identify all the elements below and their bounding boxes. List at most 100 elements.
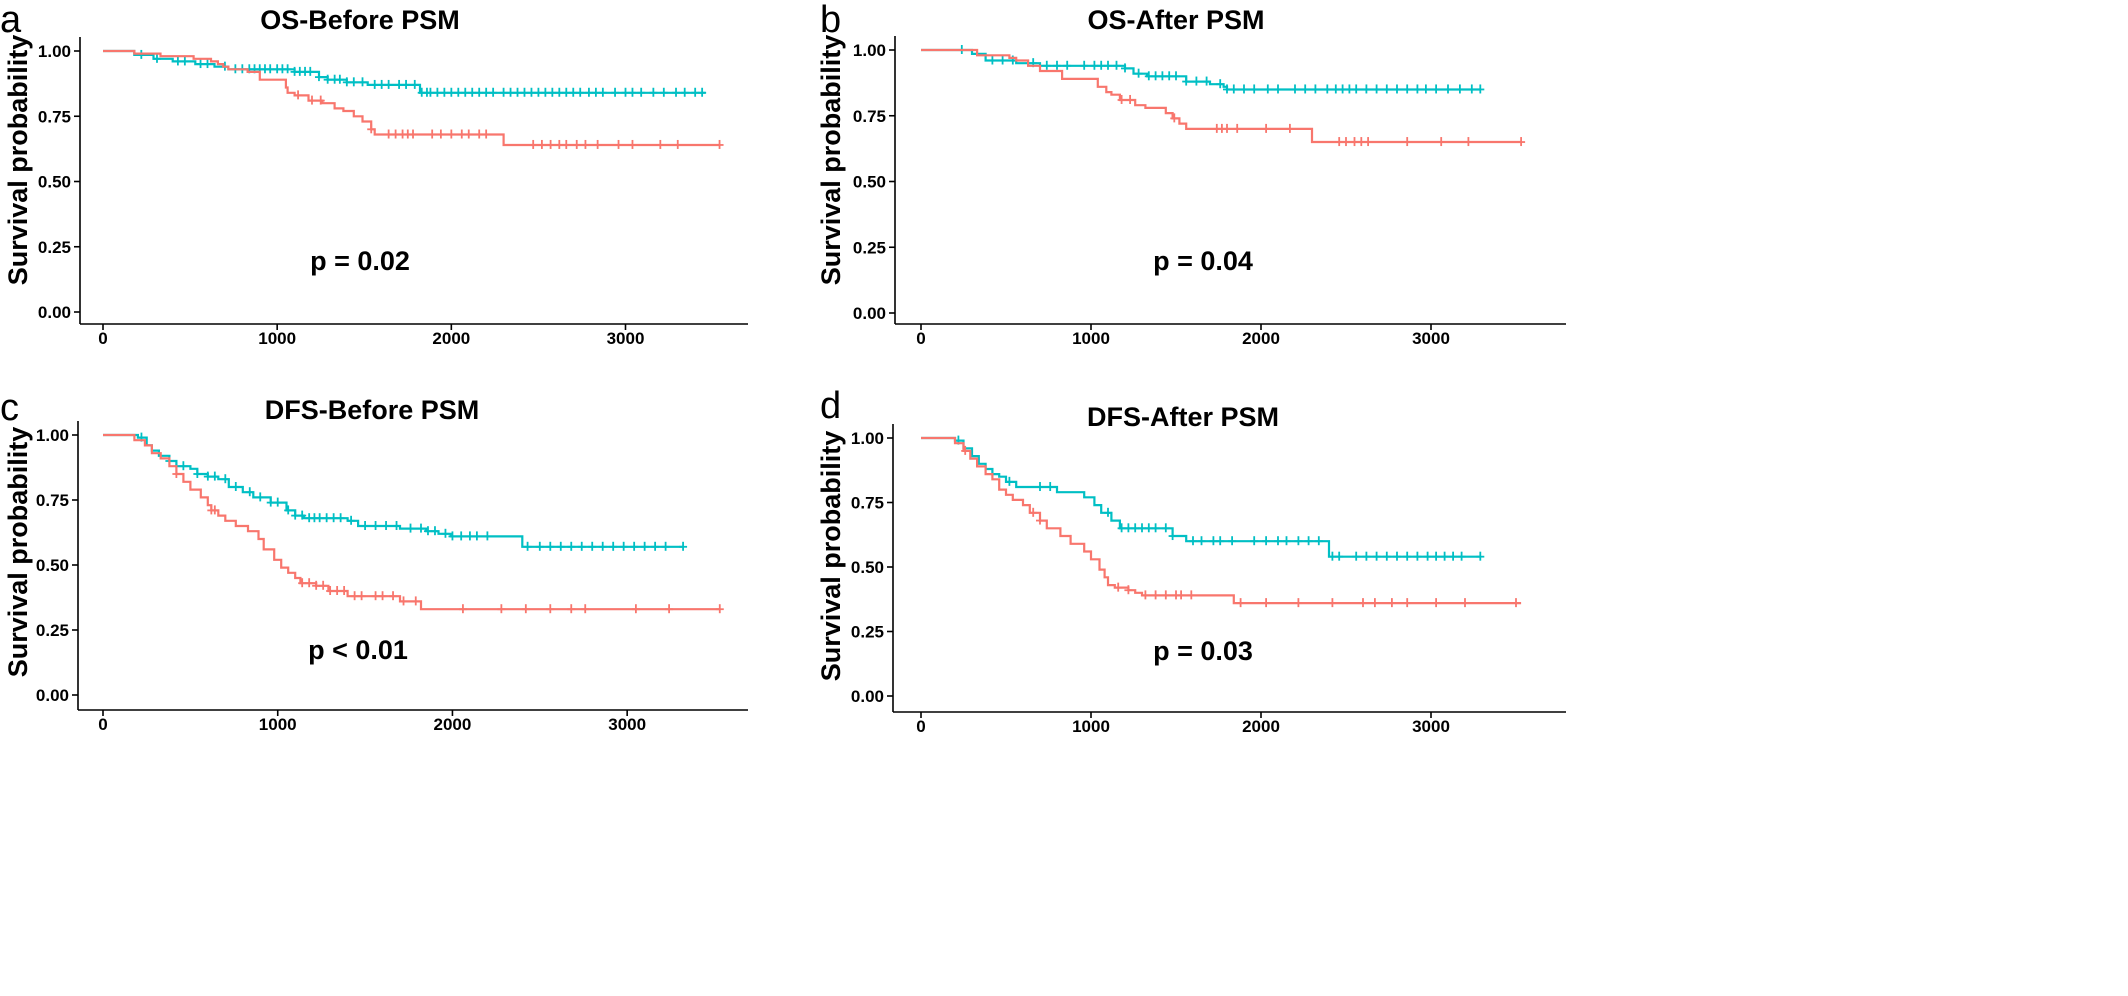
censor-mark (548, 87, 557, 97)
censor-mark (329, 513, 338, 523)
censor-mark (482, 129, 491, 139)
censor-mark (1131, 523, 1140, 533)
censor-mark (308, 95, 316, 105)
censor-mark (1328, 598, 1337, 608)
censor-mark (546, 541, 555, 551)
censor-mark (1455, 84, 1464, 94)
censor-mark (305, 578, 314, 588)
survival-curve (103, 433, 720, 611)
x-tick-label: 3000 (607, 329, 645, 348)
censor-mark (497, 604, 506, 614)
censor-mark (1053, 60, 1061, 70)
censor-mark (1080, 60, 1089, 70)
censor-mark (1457, 551, 1466, 561)
survival-curve (103, 49, 720, 147)
censor-mark (576, 87, 585, 97)
y-axis-label: Survival probability (816, 431, 846, 682)
censor-mark (389, 591, 398, 601)
censor-mark (314, 72, 323, 82)
y-tick-label: 0.00 (38, 303, 71, 322)
censor-mark (1403, 84, 1412, 94)
censor-mark (440, 87, 449, 97)
censor-mark (298, 578, 307, 588)
censor-mark (1141, 590, 1150, 600)
censor-mark (411, 596, 420, 606)
censor-mark (1432, 551, 1441, 561)
chart-title: DFS-Before PSM (265, 395, 480, 425)
censor-mark (1223, 123, 1231, 133)
censor-mark (659, 87, 668, 97)
censor-mark (1063, 60, 1072, 70)
censor-mark (371, 521, 380, 530)
censor-mark (1449, 551, 1458, 561)
censor-mark (581, 139, 590, 149)
censor-mark (1151, 590, 1160, 600)
censor-mark (1352, 84, 1361, 94)
censor-mark (637, 87, 646, 97)
censor-mark (410, 79, 419, 89)
y-tick-label: 0.75 (851, 494, 884, 513)
censor-mark (1228, 536, 1237, 546)
censor-mark (312, 580, 321, 590)
km-panel-b: b OS-After PSM Survival probability 0.00 0.2… (816, 0, 1566, 348)
km-series-1 (103, 432, 688, 551)
censor-mark (441, 528, 450, 538)
censor-mark (611, 87, 620, 97)
censor-mark (457, 129, 466, 139)
censor-mark (1161, 523, 1170, 533)
censor-mark (1187, 590, 1196, 600)
censor-mark (1467, 84, 1476, 94)
censor-mark (349, 77, 358, 87)
censor-mark (1114, 582, 1123, 592)
censor-mark (1170, 113, 1179, 123)
censor-mark (475, 87, 484, 97)
censor-mark (323, 74, 332, 84)
censor-mark (1124, 585, 1133, 595)
censor-mark (377, 79, 386, 89)
censor-mark (1403, 551, 1412, 561)
censor-mark (1229, 84, 1238, 94)
km-series-2 (921, 48, 1526, 147)
censor-mark (245, 487, 254, 497)
censor-mark (499, 87, 508, 97)
y-tick-label: 0.50 (36, 556, 69, 575)
censor-mark (1350, 137, 1359, 147)
censor-mark (715, 139, 724, 149)
survival-curve (921, 48, 1522, 144)
x-tick-label: 2000 (434, 715, 472, 734)
censor-mark (567, 541, 576, 551)
censor-mark (180, 56, 189, 66)
km-panel-a: a OS-Before PSM Survival probability 0.00 0.… (0, 0, 748, 348)
censor-mark (679, 541, 688, 551)
censor-mark (581, 604, 590, 614)
km-series-1 (921, 45, 1485, 94)
x-tick-label: 0 (916, 717, 925, 736)
censor-mark (1197, 536, 1206, 546)
censor-mark (715, 604, 724, 614)
censor-mark (1046, 482, 1055, 492)
censor-mark (1144, 523, 1153, 533)
censor-mark (367, 124, 376, 134)
panel-letter: a (0, 0, 22, 41)
censor-mark (423, 526, 432, 536)
censor-mark (203, 471, 212, 481)
censor-mark (319, 580, 328, 590)
censor-mark (529, 139, 538, 149)
censor-mark (1182, 76, 1191, 86)
censor-mark (1335, 137, 1344, 147)
censor-mark (1413, 84, 1422, 94)
censor-mark (1301, 84, 1310, 94)
censor-mark (1250, 84, 1259, 94)
censor-mark (448, 531, 457, 541)
censor-mark (350, 591, 359, 601)
censor-mark (1362, 551, 1371, 561)
censor-mark (283, 64, 292, 74)
x-tick-label: 1000 (1072, 717, 1110, 736)
censor-mark (284, 505, 293, 515)
censor-mark (1223, 84, 1231, 94)
censor-mark (461, 87, 470, 97)
censor-mark (1440, 551, 1449, 561)
x-tick-label: 3000 (608, 715, 646, 734)
